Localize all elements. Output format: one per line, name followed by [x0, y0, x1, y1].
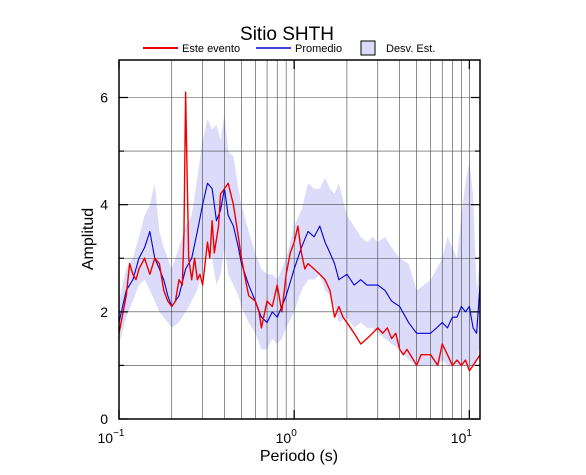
chart-title: Sitio SHTH [240, 24, 334, 45]
x-tick-label: 10−1 [98, 428, 125, 446]
y-tick-labels: 0 2 4 6 [100, 90, 108, 427]
y-axis-title: Amplitud [80, 208, 97, 270]
y-tick-label: 6 [100, 90, 108, 106]
legend-evento-label: Este evento [182, 43, 240, 55]
x-axis-title: Periodo (s) [260, 448, 338, 465]
y-tick-label: 0 [100, 411, 108, 427]
y-tick-label: 2 [100, 304, 108, 320]
grid [119, 60, 480, 419]
tick-marks [118, 60, 480, 420]
x-tick-label: 100 [276, 428, 298, 446]
legend: Este evento Promedio Desv. Est. [143, 40, 435, 56]
legend-desv-swatch [360, 40, 376, 56]
series-lines [118, 91, 481, 372]
legend-promedio-label: Promedio [295, 43, 342, 55]
y-tick-label: 4 [100, 197, 108, 213]
plot-frame [118, 59, 481, 420]
series-line-este-evento [118, 91, 481, 372]
legend-desv-label: Desv. Est. [386, 43, 435, 55]
x-tick-labels: 10−1 100 101 [98, 428, 473, 446]
series-line-promedio [118, 182, 481, 334]
x-tick-label: 101 [451, 428, 473, 446]
